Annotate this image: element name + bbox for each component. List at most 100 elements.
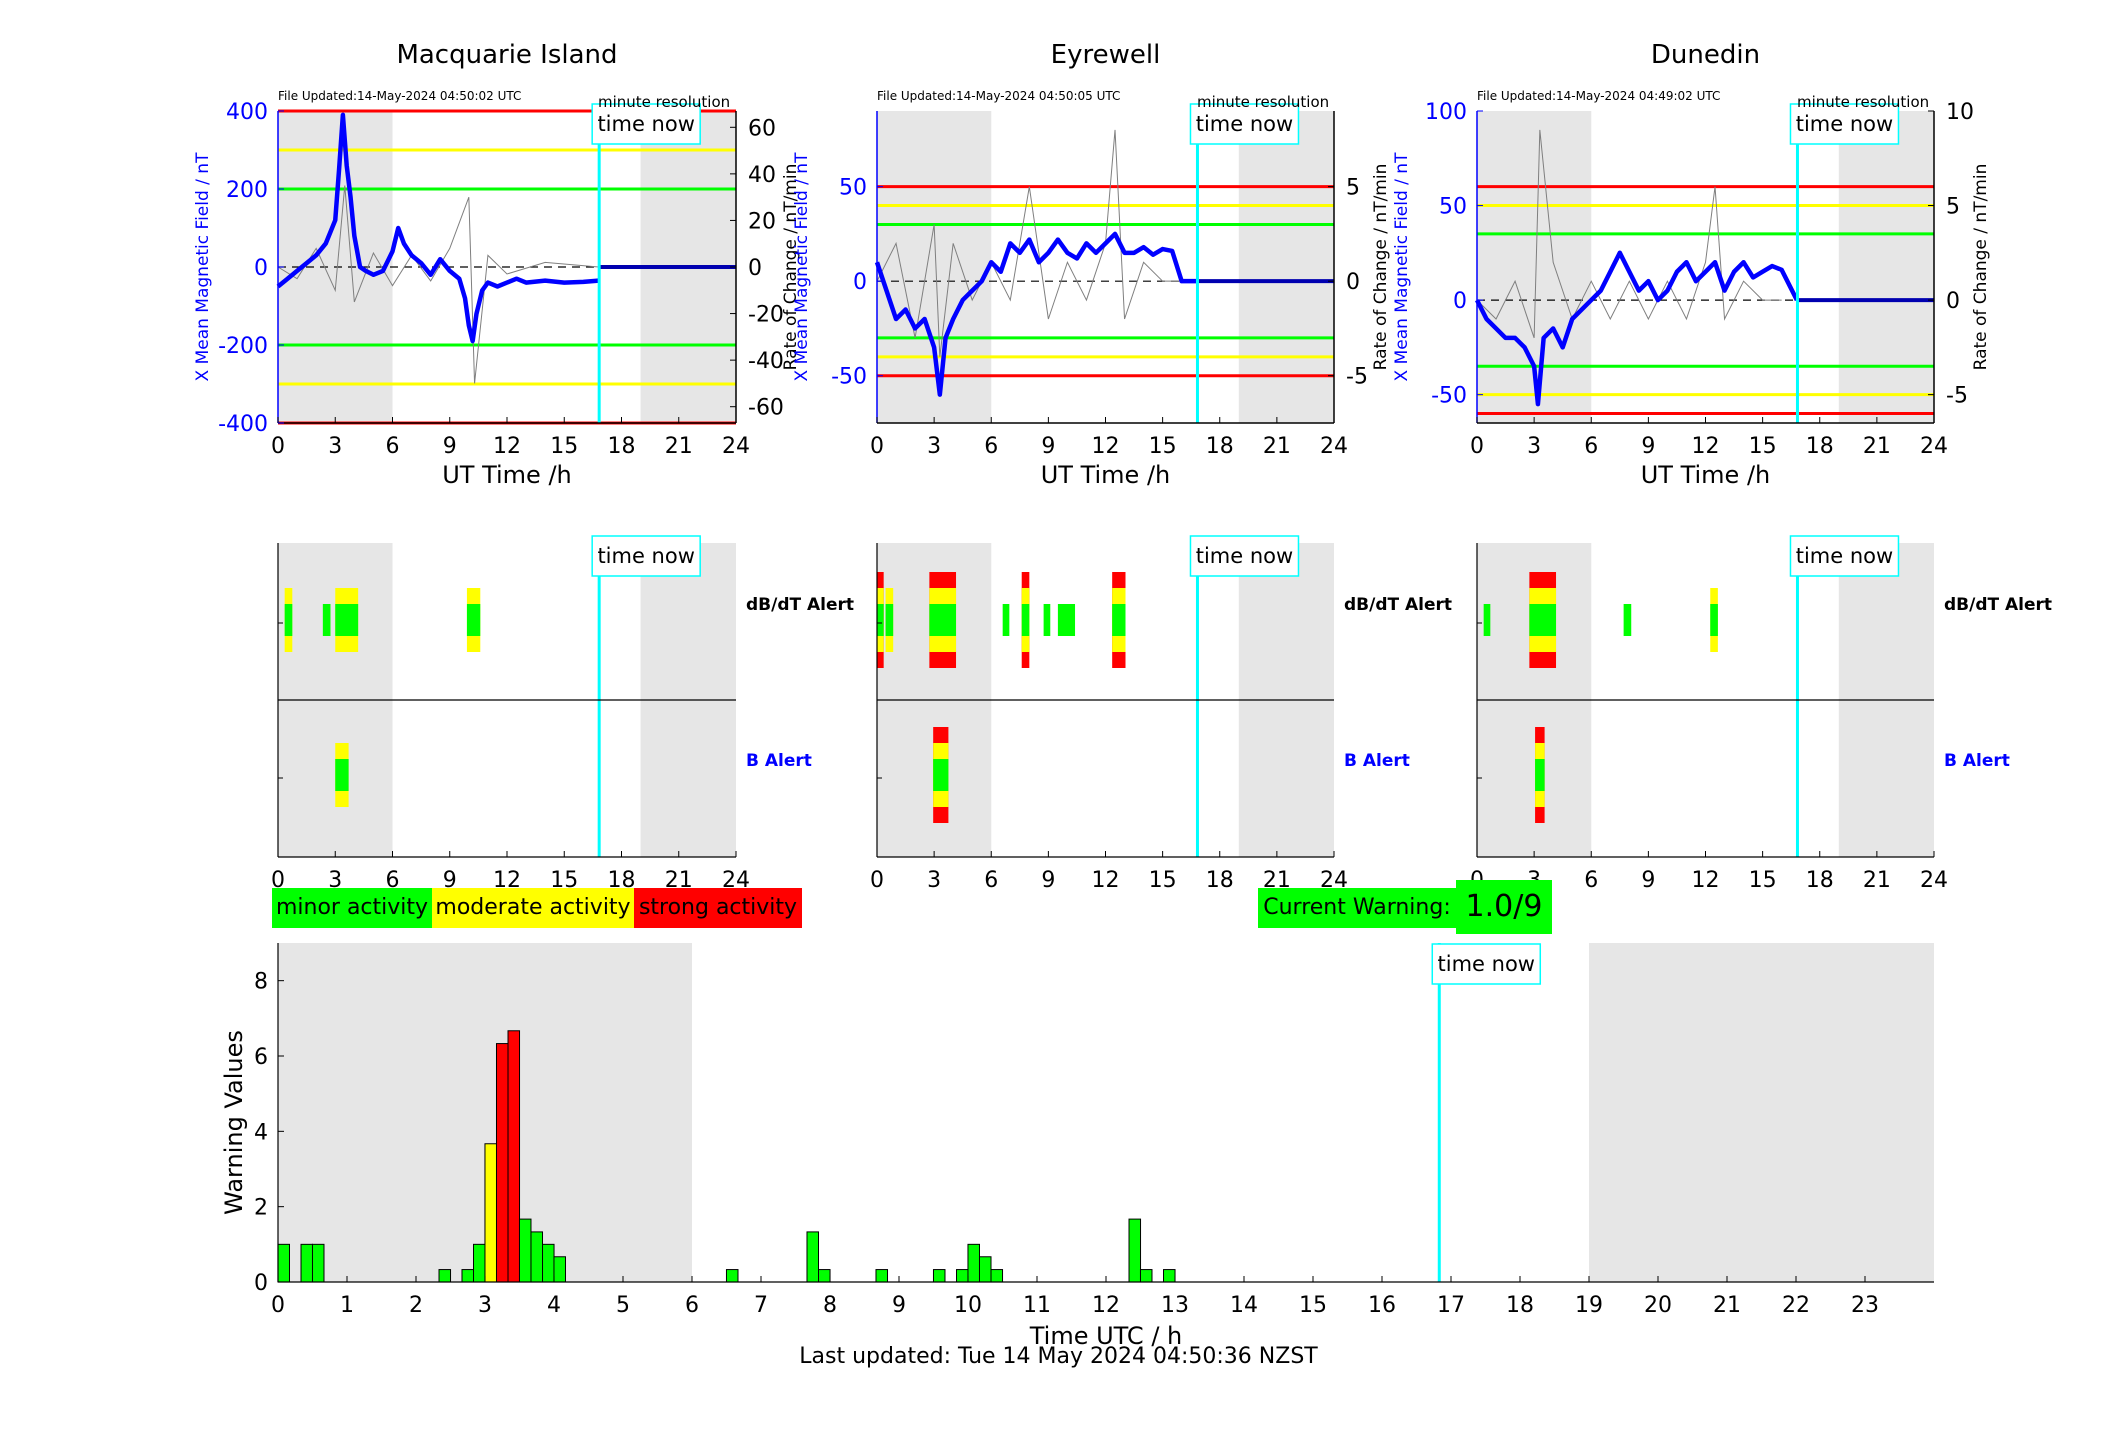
y-right-label-0-6: -60 [748,396,784,421]
y-left-label-0-2: 0 [254,256,268,281]
y-left-label-1-1: 0 [853,270,867,295]
warning-bar-18 [956,1269,969,1283]
x-tick-label-1-2: 6 [984,434,998,459]
warning-x-tick-label-7: 7 [754,1293,768,1318]
dbdt-alert-minor-0-3 [466,604,481,636]
file-updated-1: File Updated:14-May-2024 04:50:05 UTC [877,89,1120,103]
x-tick-label-2-8: 24 [1920,434,1948,459]
rate-of-change-line-1 [876,129,1182,357]
warning-x-tick-label-14: 14 [1230,1293,1258,1318]
x-tick-label-0-1: 3 [328,434,342,459]
x-tick-label-0-8: 24 [722,434,750,459]
x-tick-label-0-7: 21 [665,434,693,459]
y-left-label-2-2: 0 [1453,289,1467,314]
time-now-box-0 [591,103,701,145]
alert-time-now-box-0 [591,535,701,577]
warning-x-tick-label-20: 20 [1644,1293,1672,1318]
b-alert-minor-0-0 [335,759,349,791]
warning-night-shading-1 [1589,943,1934,1282]
station-title-0: Macquarie Island [396,40,617,70]
x-tick-label-0-4: 12 [493,434,521,459]
warning-bar-22 [1128,1218,1142,1283]
warning-bar-6 [484,1143,497,1283]
warning-x-tick-label-10: 10 [954,1293,982,1318]
warning-bar-14 [806,1231,820,1283]
alert-x-tick-label-0-3: 9 [443,868,457,893]
warning-x-tick-label-19: 19 [1575,1293,1603,1318]
warning-time-now-box [1431,943,1542,985]
alert-x-tick-label-1-4: 12 [1092,868,1120,893]
y-right-label-2-3: -5 [1946,384,1968,409]
file-updated-0: File Updated:14-May-2024 04:50:02 UTC [278,89,521,103]
field-line-1 [874,231,1197,397]
warning-x-tick-label-9: 9 [892,1293,906,1318]
x-tick-label-2-3: 9 [1641,434,1655,459]
alert-x-tick-label-0-1: 3 [328,868,342,893]
time-now-label-1: time now [1196,112,1293,136]
alert-x-tick-label-1-1: 3 [927,868,941,893]
b-alert-label-2: B Alert [1944,751,2010,771]
alert-x-tick-label-1-0: 0 [870,868,884,893]
dbdt-alert-minor-2-0 [1483,604,1491,636]
alert-x-tick-label-2-2: 6 [1584,868,1598,893]
dbdt-alert-minor-2-1 [1529,604,1557,636]
x-tick-label-2-6: 18 [1806,434,1834,459]
x-axis-label-0: UT Time /h [442,461,572,489]
warning-bar-19 [967,1243,980,1283]
x-tick-label-2-1: 3 [1527,434,1541,459]
b-alert-minor-2-0 [1535,759,1545,791]
warning-time-now-label: time now [1438,952,1535,976]
alert-x-tick-label-1-2: 6 [984,868,998,893]
y-left-label-0-4: -400 [218,412,268,437]
file-updated-2: File Updated:14-May-2024 04:49:02 UTC [1477,89,1720,103]
warning-bar-20 [978,1256,992,1283]
dbdt-alert-minor-0-1 [322,604,331,636]
y-right-label-0-4: -20 [748,303,784,328]
y-left-label-0-3: -200 [218,334,268,359]
dbdt-alert-label-2: dB/dT Alert [1944,595,2052,615]
x-tick-label-2-0: 0 [1470,434,1484,459]
dbdt-alert-minor-1-5 [1043,604,1051,636]
warning-x-tick-label-21: 21 [1713,1293,1741,1318]
y-left-label-0-0: 400 [226,100,268,125]
rate-of-change-line-2 [1476,129,1782,339]
warning-bar-15 [818,1269,831,1283]
alert-x-tick-label-1-6: 18 [1206,868,1234,893]
time-now-label-0: time now [597,112,694,136]
y-left-axis-label-2: X Mean Magnetic Field / nT [1392,152,1412,382]
legend-strong: strong activity [634,888,802,928]
warning-x-tick-label-23: 23 [1851,1293,1879,1318]
x-tick-label-1-4: 12 [1092,434,1120,459]
b-alert-minor-1-0 [933,759,949,791]
y-right-label-2-2: 0 [1946,289,1960,314]
warning-bar-11 [542,1243,555,1283]
alert-time-now-label-0: time now [597,544,694,568]
y-right-label-0-3: 0 [748,256,762,281]
dbdt-alert-minor-1-3 [1002,604,1010,636]
last-updated-text: Last updated: Tue 14 May 2024 04:50:36 N… [799,1344,1318,1369]
x-tick-label-0-2: 6 [386,434,400,459]
current-warning-label: Current Warning: [1258,888,1456,928]
y-left-axis-label-0: X Mean Magnetic Field / nT [193,152,213,382]
x-tick-label-1-0: 0 [870,434,884,459]
dbdt-alert-label-0: dB/dT Alert [746,595,854,615]
warning-x-tick-label-17: 17 [1437,1293,1465,1318]
warning-x-tick-label-4: 4 [547,1293,561,1318]
y-left-label-2-3: -50 [1431,384,1467,409]
y-right-label-0-2: 20 [748,209,776,234]
warning-y-tick-label-3: 6 [254,1045,268,1070]
x-tick-label-2-5: 15 [1749,434,1777,459]
warning-x-tick-label-3: 3 [478,1293,492,1318]
x-tick-label-0-5: 15 [550,434,578,459]
warning-x-tick-label-13: 13 [1161,1293,1189,1318]
dbdt-alert-minor-1-6 [1057,604,1076,636]
warning-bar-7 [495,1043,509,1283]
time-now-box-1 [1189,103,1300,145]
warning-bar-12 [553,1256,566,1283]
x-tick-label-0-0: 0 [271,434,285,459]
warning-x-axis-label: Time UTC / h [1029,1322,1183,1350]
alert-time-now-box-2 [1789,535,1900,577]
x-tick-label-1-1: 3 [927,434,941,459]
warning-bar-16 [875,1269,889,1283]
x-tick-label-1-5: 15 [1149,434,1177,459]
